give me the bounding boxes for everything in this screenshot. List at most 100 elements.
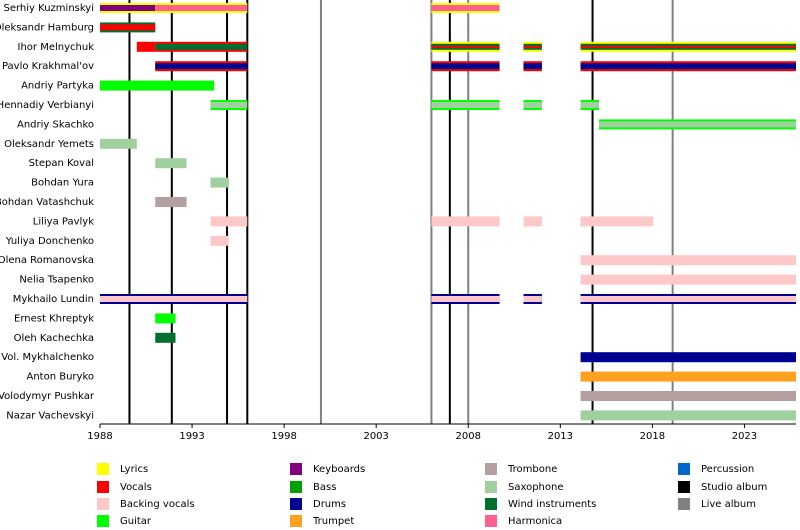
member-bar	[155, 313, 176, 324]
member-bar	[523, 296, 542, 302]
legend-label: Guitar	[120, 516, 152, 527]
x-tick-label: 1993	[179, 431, 204, 442]
member-name: Mykhailo Lundin	[13, 294, 94, 305]
member-bar	[580, 274, 796, 285]
member-name: Vol. Mykhalchenko	[1, 352, 94, 363]
member-bar	[580, 296, 796, 302]
member-bar	[580, 410, 796, 421]
legend-swatch	[678, 463, 690, 475]
x-tick-label: 2018	[640, 431, 665, 442]
x-tick-label: 1998	[271, 431, 296, 442]
member-bar	[210, 235, 229, 246]
member-name: Olena Romanovska	[0, 255, 94, 266]
legend-swatch	[290, 515, 302, 527]
member-bar	[580, 255, 796, 266]
member-name: Andriy Partyka	[21, 81, 94, 92]
x-tick-label: 1988	[87, 431, 112, 442]
member-name: Andriy Skachko	[17, 119, 94, 130]
x-tick-label: 2003	[363, 431, 388, 442]
member-bar	[580, 352, 796, 363]
member-name: Volodymyr Pushkar	[0, 391, 95, 402]
member-bar	[580, 45, 796, 48]
member-name: Anton Buryko	[26, 372, 94, 383]
legend-swatch	[678, 498, 690, 510]
legend-label: Studio album	[701, 482, 767, 493]
member-bar	[523, 45, 542, 48]
member-bar	[100, 5, 156, 11]
legend-swatch	[678, 481, 690, 493]
x-tick-label: 2023	[732, 431, 757, 442]
legend-swatch	[485, 498, 497, 510]
legend-label: Percussion	[701, 464, 754, 475]
member-name: Liliya Pavlyk	[33, 216, 94, 227]
member-name: Nelia Tsapenko	[19, 275, 94, 286]
member-bar	[431, 102, 500, 108]
member-bar	[431, 45, 500, 48]
legend-swatch	[97, 498, 109, 510]
member-name: Yuliya Donchenko	[5, 236, 94, 247]
member-bar	[155, 332, 176, 343]
legend-swatch	[97, 463, 109, 475]
member-bar	[431, 63, 500, 70]
member-bar	[523, 63, 542, 70]
legend-label: Live album	[701, 499, 756, 510]
member-name: Hennadiy Verbianyi	[0, 100, 94, 111]
member-bar	[155, 43, 248, 50]
member-name: Oleh Kachechka	[14, 333, 94, 344]
legend-label: Wind instruments	[508, 499, 596, 510]
member-bar	[580, 216, 654, 227]
member-name: Ernest Khreptyk	[14, 313, 94, 324]
member-name: Ihor Melnychuk	[18, 42, 95, 53]
member-bar	[431, 296, 500, 302]
member-bar	[580, 391, 796, 401]
member-bar	[580, 371, 796, 382]
legend-label: Saxophone	[508, 482, 564, 493]
legend-label: Backing vocals	[120, 499, 195, 510]
legend-label: Vocals	[120, 482, 152, 493]
legend-label: Harmonica	[508, 516, 562, 527]
x-tick-label: 2008	[456, 431, 481, 442]
member-name: Bohdan Yura	[31, 178, 94, 189]
member-bar	[598, 121, 796, 128]
member-bar	[155, 197, 187, 207]
legend-label: Bass	[313, 482, 336, 493]
legend-swatch	[97, 515, 109, 527]
member-bar	[580, 63, 796, 70]
member-name: Serhiy Kuzminskyi	[4, 3, 95, 14]
member-name: Stepan Koval	[29, 158, 94, 169]
legend-label: Trumpet	[312, 516, 354, 527]
member-bar	[431, 216, 500, 227]
member-bar	[580, 102, 599, 108]
legend-swatch	[485, 515, 497, 527]
member-name: Oleksandr Yemets	[4, 139, 94, 150]
legend-label: Drums	[313, 499, 346, 510]
legend-label: Lyrics	[120, 464, 148, 475]
member-bar	[136, 41, 156, 52]
x-tick-label: 2013	[548, 431, 573, 442]
member-bar	[210, 102, 248, 108]
member-bar	[210, 216, 248, 227]
member-bar	[100, 80, 215, 91]
legend-swatch	[290, 498, 302, 510]
member-bar	[431, 5, 500, 11]
legend-label: Keyboards	[313, 464, 365, 475]
member-bar	[155, 158, 187, 169]
member-bar	[523, 102, 542, 108]
member-bar	[210, 177, 229, 188]
legend-swatch	[290, 463, 302, 475]
member-bar	[155, 63, 248, 70]
legend-swatch	[97, 481, 109, 493]
member-name: Oleksandr Hamburg	[0, 22, 94, 33]
legend-swatch	[485, 463, 497, 475]
member-bar	[100, 138, 137, 149]
member-bar	[523, 216, 542, 227]
member-name: Bohdan Vatashchuk	[0, 197, 94, 208]
legend-swatch	[290, 481, 302, 493]
member-name: Pavlo Krakhmal'ov	[2, 61, 94, 72]
member-bar	[100, 296, 248, 302]
legend-label: Trombone	[507, 464, 557, 475]
member-bar	[100, 24, 156, 31]
member-name: Nazar Vachevskyi	[6, 410, 94, 421]
member-bar	[155, 5, 248, 11]
